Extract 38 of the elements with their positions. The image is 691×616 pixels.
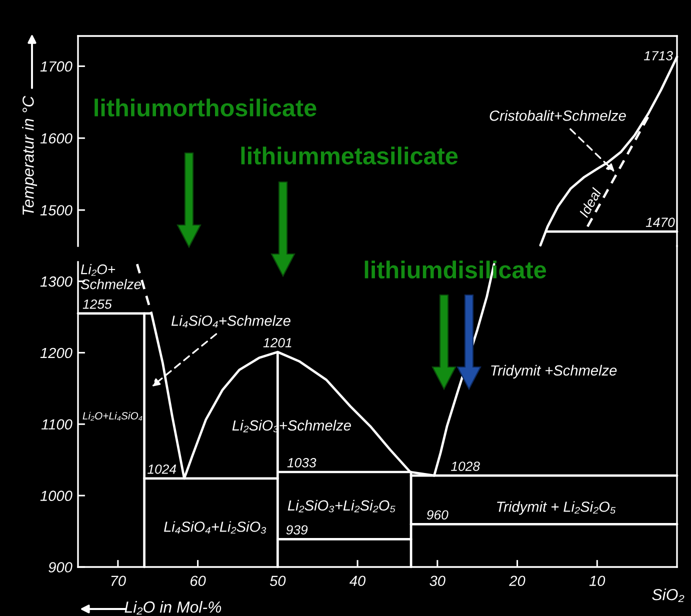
- y-tick-label: 900: [48, 562, 72, 572]
- annotation: 1470: [646, 218, 675, 228]
- y-tick-label: 1500: [40, 205, 72, 216]
- annotation: lithiummetasilicate: [241, 146, 458, 165]
- annotation: 960: [426, 510, 448, 520]
- annotation: 1713: [644, 51, 673, 60]
- y-tick-label: 1700: [40, 61, 72, 72]
- legend-label: Ideal: [578, 186, 602, 218]
- x-tick-label: 30: [430, 576, 446, 586]
- x-tick-label: 40: [350, 576, 366, 586]
- annotation: Li₄SiO₄+Li₂SiO₃: [164, 521, 266, 534]
- x-tick-label: 60: [190, 576, 206, 586]
- annotation: 939: [286, 525, 308, 535]
- x-axis-title: Li₂O in Mol-%: [124, 601, 222, 614]
- annotation: Cristobalit+Schmelze: [490, 110, 626, 121]
- x-tick-label: 10: [589, 576, 606, 586]
- annotation: Li₂SiO₃+Li₂Si₂O₅: [288, 500, 396, 512]
- annotation: Li₂O+ Schmelze: [80, 264, 141, 290]
- annotation: 1024: [148, 464, 176, 474]
- annotation: 1028: [451, 462, 480, 471]
- y-tick-label: 1600: [40, 133, 72, 144]
- y-tick-label: 1300: [40, 276, 72, 287]
- annotation: 1033: [287, 458, 316, 468]
- annotation: Tridymit + Li₂Si₂O₅: [497, 501, 616, 515]
- annotation: 1201: [263, 338, 292, 348]
- annotation: Li₄SiO₄+Schmelze: [172, 315, 290, 328]
- annotation: 1255: [82, 299, 112, 309]
- x-tick-label: 70: [111, 576, 126, 586]
- x-tick-label: 50: [270, 576, 286, 586]
- annotation: Tridymit +Schmelze: [491, 364, 617, 378]
- y-tick-label: 1100: [41, 419, 72, 430]
- annotation: lithiumorthosilicate: [94, 98, 316, 117]
- y-tick-label: 1000: [40, 490, 72, 501]
- y-axis-title: Temperatur in °C: [22, 96, 37, 215]
- text: SiO₂: [652, 588, 684, 602]
- annotation: Li₂O+Li₄SiO₄: [82, 412, 142, 421]
- x-tick-label: 20: [509, 576, 526, 586]
- y-tick-label: 1200: [40, 348, 72, 358]
